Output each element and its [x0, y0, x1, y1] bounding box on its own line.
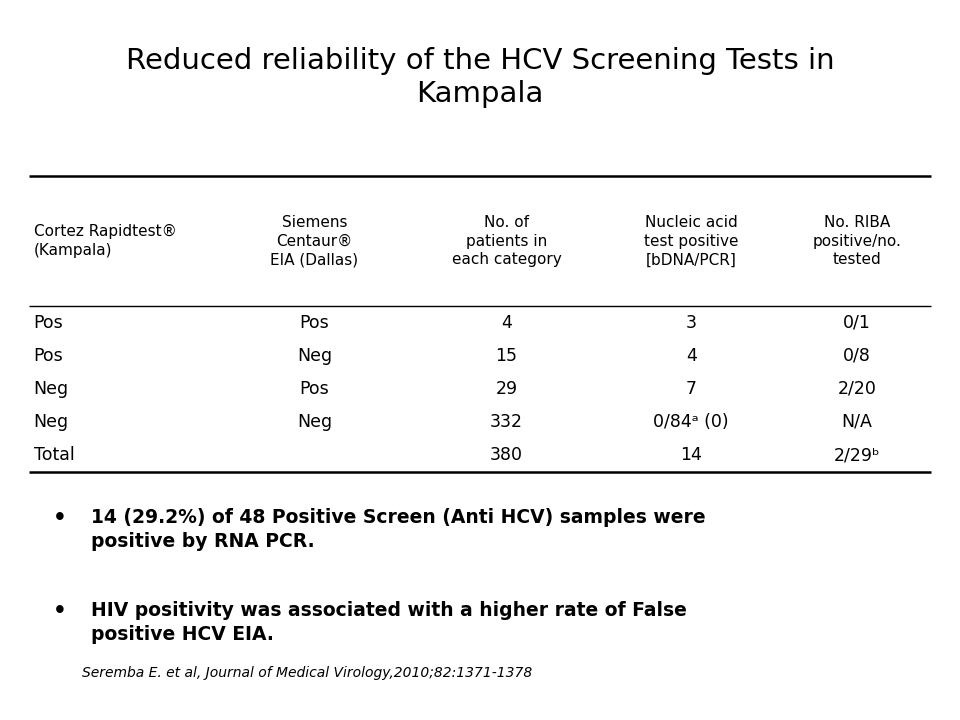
Text: 7: 7	[685, 380, 697, 397]
Text: Siemens
Centaur®
EIA (Dallas): Siemens Centaur® EIA (Dallas)	[271, 215, 358, 267]
Text: Neg: Neg	[34, 380, 69, 397]
Text: 29: 29	[495, 380, 517, 397]
Text: 2/29ᵇ: 2/29ᵇ	[833, 446, 880, 464]
Text: Neg: Neg	[297, 347, 332, 364]
Text: Nucleic acid
test positive
[bDNA/PCR]: Nucleic acid test positive [bDNA/PCR]	[644, 215, 738, 267]
Text: Neg: Neg	[34, 413, 69, 431]
Text: 14: 14	[681, 446, 702, 464]
Text: 4: 4	[501, 314, 512, 331]
Text: 0/8: 0/8	[843, 347, 871, 364]
Text: No. of
patients in
each category: No. of patients in each category	[451, 215, 562, 267]
Text: 15: 15	[495, 347, 517, 364]
Text: Neg: Neg	[297, 413, 332, 431]
Text: 0/84ᵃ (0): 0/84ᵃ (0)	[654, 413, 729, 431]
Text: Pos: Pos	[300, 380, 329, 397]
Text: Reduced reliability of the HCV Screening Tests in
Kampala: Reduced reliability of the HCV Screening…	[126, 47, 834, 108]
Text: •: •	[53, 601, 66, 621]
Text: Cortez Rapidtest®
(Kampala): Cortez Rapidtest® (Kampala)	[34, 225, 177, 258]
Text: Total: Total	[34, 446, 74, 464]
Text: Pos: Pos	[34, 314, 63, 331]
Text: Seremba E. et al, Journal of Medical Virology,2010;82:1371-1378: Seremba E. et al, Journal of Medical Vir…	[82, 667, 532, 680]
Text: 2/20: 2/20	[837, 380, 876, 397]
Text: 14 (29.2%) of 48 Positive Screen (Anti HCV) samples were
positive by RNA PCR.: 14 (29.2%) of 48 Positive Screen (Anti H…	[91, 508, 706, 551]
Text: •: •	[53, 508, 66, 528]
Text: 4: 4	[685, 347, 697, 364]
Text: 332: 332	[490, 413, 523, 431]
Text: Pos: Pos	[300, 314, 329, 331]
Text: No. RIBA
positive/no.
tested: No. RIBA positive/no. tested	[812, 215, 901, 267]
Text: HIV positivity was associated with a higher rate of False
positive HCV EIA.: HIV positivity was associated with a hig…	[91, 601, 687, 644]
Text: Pos: Pos	[34, 347, 63, 364]
Text: 380: 380	[490, 446, 523, 464]
Text: 3: 3	[685, 314, 697, 331]
Text: 0/1: 0/1	[843, 314, 871, 331]
Text: N/A: N/A	[841, 413, 873, 431]
